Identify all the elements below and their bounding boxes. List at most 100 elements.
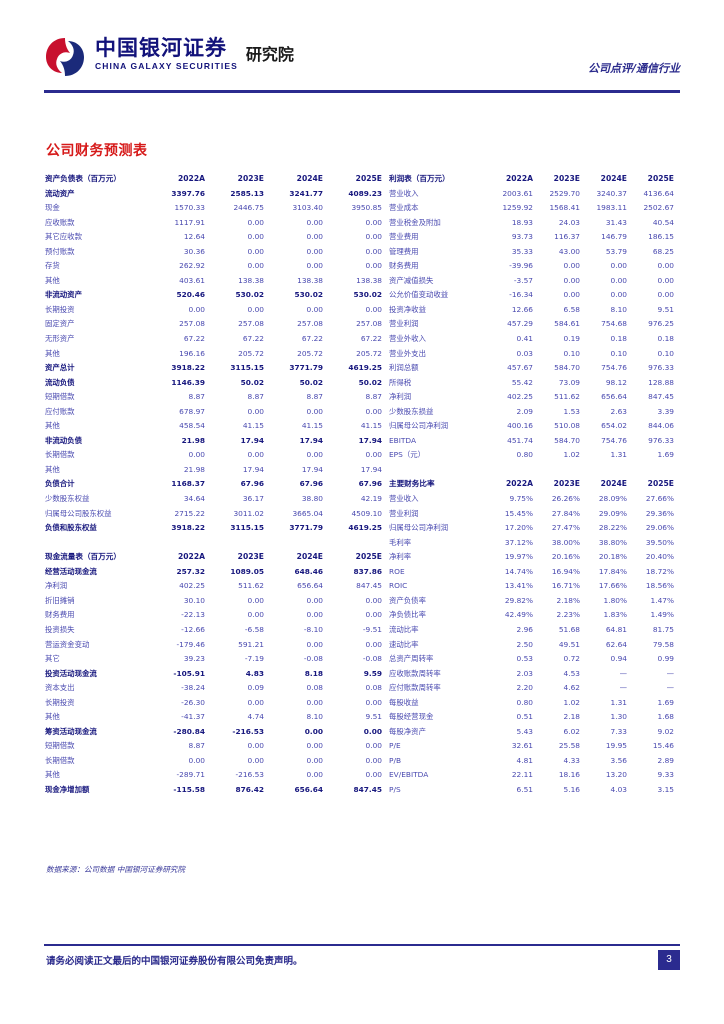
row-value: 4089.23 bbox=[348, 188, 382, 198]
row-value: 0.00 bbox=[306, 741, 323, 751]
row-value: 0.00 bbox=[306, 261, 323, 271]
table-row: 营业利润 457.29 584.61 754.68 976.25 bbox=[388, 317, 680, 332]
row-value bbox=[539, 463, 586, 478]
row-value: 6.02 bbox=[563, 726, 580, 736]
row-value: 0.00 bbox=[365, 217, 382, 227]
table-row: 营业成本 1259.92 1568.41 1983.11 2502.67 bbox=[388, 201, 680, 216]
row-value: 2024E bbox=[600, 174, 627, 183]
row-value bbox=[270, 536, 329, 551]
row-value: 2.03 bbox=[516, 668, 533, 678]
row-label: 流动资产 bbox=[45, 188, 75, 198]
row-value: -3.57 bbox=[513, 275, 533, 285]
row-label: 长期投资 bbox=[45, 304, 75, 314]
row-label: 其它 bbox=[45, 654, 60, 664]
row-value: 1.80% bbox=[603, 595, 627, 605]
table-row: 资产总计 3918.22 3115.15 3771.79 4619.25 bbox=[44, 361, 388, 376]
row-value: 8.10 bbox=[610, 304, 627, 314]
table-row: 其他 -289.71 -216.53 0.00 0.00 bbox=[44, 768, 388, 783]
row-value: 0.00 bbox=[188, 450, 205, 460]
table-row: 非流动资产 520.46 530.02 530.02 530.02 bbox=[44, 288, 388, 303]
row-value: 0.00 bbox=[306, 610, 323, 620]
row-value: 8.87 bbox=[188, 392, 205, 402]
row-value: 0.94 bbox=[610, 654, 627, 664]
row-value: 510.08 bbox=[554, 421, 580, 431]
row-label: 现金 bbox=[45, 203, 60, 213]
table-row: 存货 262.92 0.00 0.00 0.00 bbox=[44, 259, 388, 274]
row-value: 29.06% bbox=[645, 523, 674, 533]
row-value: 20.40% bbox=[645, 552, 674, 562]
row-value: 2446.75 bbox=[233, 203, 264, 213]
row-label bbox=[388, 463, 492, 478]
row-value: 976.33 bbox=[648, 363, 674, 373]
row-value: 38.80 bbox=[301, 494, 323, 504]
row-label: 非流动资产 bbox=[45, 290, 82, 300]
row-value: 13.41% bbox=[504, 581, 533, 591]
row-value: 0.00 bbox=[247, 755, 264, 765]
row-value: 2003.61 bbox=[502, 188, 533, 198]
row-value: 0.00 bbox=[365, 595, 382, 605]
row-value: 93.73 bbox=[511, 232, 533, 242]
table-row: 无形资产 67.22 67.22 67.22 67.22 bbox=[44, 332, 388, 347]
row-value: -38.24 bbox=[181, 683, 205, 693]
row-value: 656.64 bbox=[297, 581, 323, 591]
row-value: — bbox=[619, 668, 627, 678]
row-value: 458.54 bbox=[179, 421, 205, 431]
row-value: 67.22 bbox=[242, 334, 264, 344]
row-value: 0.00 bbox=[610, 275, 627, 285]
row-value: 656.64 bbox=[601, 392, 627, 402]
row-value: 27.84% bbox=[551, 508, 580, 518]
row-value: 21.98 bbox=[183, 464, 205, 474]
row-value: 4619.25 bbox=[348, 363, 382, 373]
row-value: 844.06 bbox=[648, 421, 674, 431]
row-value: 0.00 bbox=[247, 406, 264, 416]
row-value: 2025E bbox=[355, 174, 382, 183]
row-value: 4.33 bbox=[563, 755, 580, 765]
row-value: 18.72% bbox=[645, 566, 674, 576]
row-label: 营运资金变动 bbox=[45, 639, 90, 649]
row-value: 17.94 bbox=[360, 464, 382, 474]
row-label: 经营活动现金流 bbox=[45, 566, 97, 576]
row-value: 2585.13 bbox=[230, 188, 264, 198]
row-label: 营业利润 bbox=[389, 508, 419, 518]
row-value: 26.26% bbox=[551, 494, 580, 504]
row-value: 186.15 bbox=[648, 232, 674, 242]
table-row: 长期借款 0.00 0.00 0.00 0.00 bbox=[44, 754, 388, 769]
row-value: 9.51 bbox=[365, 712, 382, 722]
table-row: 归属母公司净利润 17.20% 27.47% 28.22% 29.06% bbox=[388, 521, 680, 536]
row-value: 6.51 bbox=[516, 784, 533, 794]
row-value: 2.18 bbox=[563, 712, 580, 722]
table-row: 净利润 402.25 511.62 656.64 847.45 bbox=[44, 579, 388, 594]
row-value: 29.82% bbox=[504, 595, 533, 605]
table-row: 净利润 402.25 511.62 656.64 847.45 bbox=[388, 390, 680, 405]
row-value: 3665.04 bbox=[292, 508, 323, 518]
row-value: 1.02 bbox=[563, 697, 580, 707]
row-value: 2.20 bbox=[516, 683, 533, 693]
row-value: 584.70 bbox=[554, 363, 580, 373]
row-value: 68.25 bbox=[652, 246, 674, 256]
row-label: 其他 bbox=[45, 421, 60, 431]
row-value: 0.08 bbox=[306, 683, 323, 693]
row-label: 利润表（百万元） bbox=[389, 174, 450, 183]
row-value: 67.22 bbox=[183, 334, 205, 344]
row-value: 0.00 bbox=[365, 406, 382, 416]
row-value: 0.00 bbox=[247, 450, 264, 460]
row-value: -39.96 bbox=[509, 261, 533, 271]
row-value: 73.09 bbox=[558, 377, 580, 387]
row-value: 2023E bbox=[553, 174, 580, 183]
row-label: 投资净收益 bbox=[389, 304, 426, 314]
row-value: 17.66% bbox=[598, 581, 627, 591]
row-label: 归属母公司股东权益 bbox=[45, 508, 112, 518]
row-value: 1.68 bbox=[657, 712, 674, 722]
row-value: 30.36 bbox=[183, 246, 205, 256]
row-value: -8.10 bbox=[303, 624, 323, 634]
row-label: 应收账款 bbox=[45, 217, 75, 227]
row-value: 8.10 bbox=[306, 712, 323, 722]
brand-logo: 中国银河证券 CHINA GALAXY SECURITIES 研究院 bbox=[44, 36, 294, 78]
row-value: 754.76 bbox=[601, 435, 627, 445]
row-value: 8.87 bbox=[247, 392, 264, 402]
row-value: -22.13 bbox=[181, 610, 205, 620]
row-label: 存货 bbox=[45, 261, 60, 271]
row-value: 2025E bbox=[355, 552, 382, 562]
page-title: 公司财务预测表 bbox=[46, 143, 148, 159]
row-value: 42.49% bbox=[504, 610, 533, 620]
